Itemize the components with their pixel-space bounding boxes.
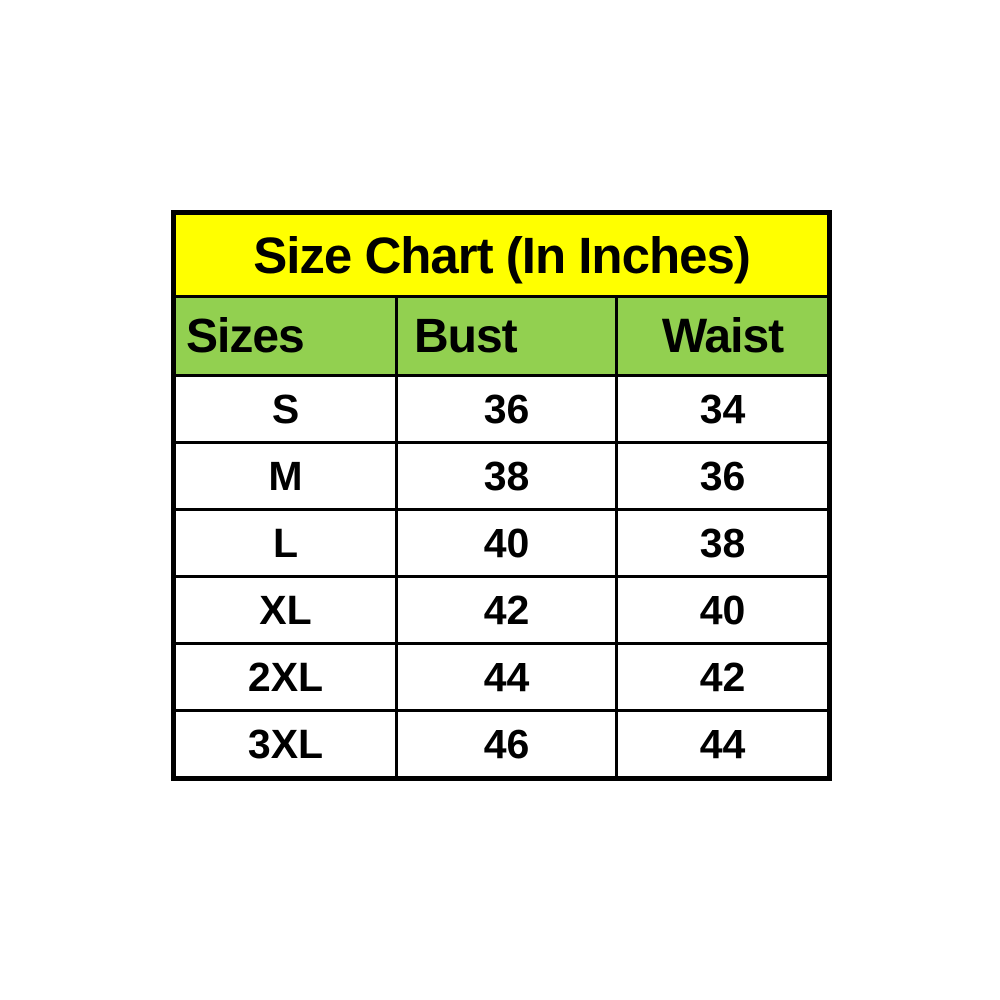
size-chart-table: Size Chart (In Inches) Sizes Bust Waist … — [171, 210, 833, 781]
table-title: Size Chart (In Inches) — [171, 211, 832, 298]
table-row: M 38 36 — [172, 441, 832, 511]
header-bust: Bust — [395, 295, 618, 377]
bust-cell: 42 — [395, 575, 618, 645]
table-row: 2XL 44 42 — [172, 642, 832, 712]
size-cell: XL — [172, 575, 398, 645]
header-sizes: Sizes — [172, 295, 398, 377]
waist-cell: 38 — [614, 508, 832, 578]
title-row: Size Chart (In Inches) — [171, 211, 832, 298]
bust-cell: 38 — [395, 441, 618, 511]
header-row: Sizes Bust Waist — [172, 295, 832, 377]
size-cell: 3XL — [172, 709, 398, 780]
table-row: 3XL 46 44 — [172, 709, 832, 780]
bust-cell: 44 — [395, 642, 618, 712]
size-cell: L — [172, 508, 398, 578]
waist-cell: 42 — [614, 642, 832, 712]
waist-cell: 40 — [614, 575, 832, 645]
bust-cell: 46 — [395, 709, 618, 780]
size-cell: M — [172, 441, 398, 511]
header-waist: Waist — [614, 295, 832, 377]
size-cell: S — [172, 374, 398, 444]
waist-cell: 34 — [614, 374, 832, 444]
table-row: XL 42 40 — [172, 575, 832, 645]
bust-cell: 36 — [395, 374, 618, 444]
table-row: L 40 38 — [172, 508, 832, 578]
waist-cell: 44 — [614, 709, 832, 780]
size-cell: 2XL — [172, 642, 398, 712]
table-row: S 36 34 — [172, 374, 832, 444]
waist-cell: 36 — [614, 441, 832, 511]
bust-cell: 40 — [395, 508, 618, 578]
